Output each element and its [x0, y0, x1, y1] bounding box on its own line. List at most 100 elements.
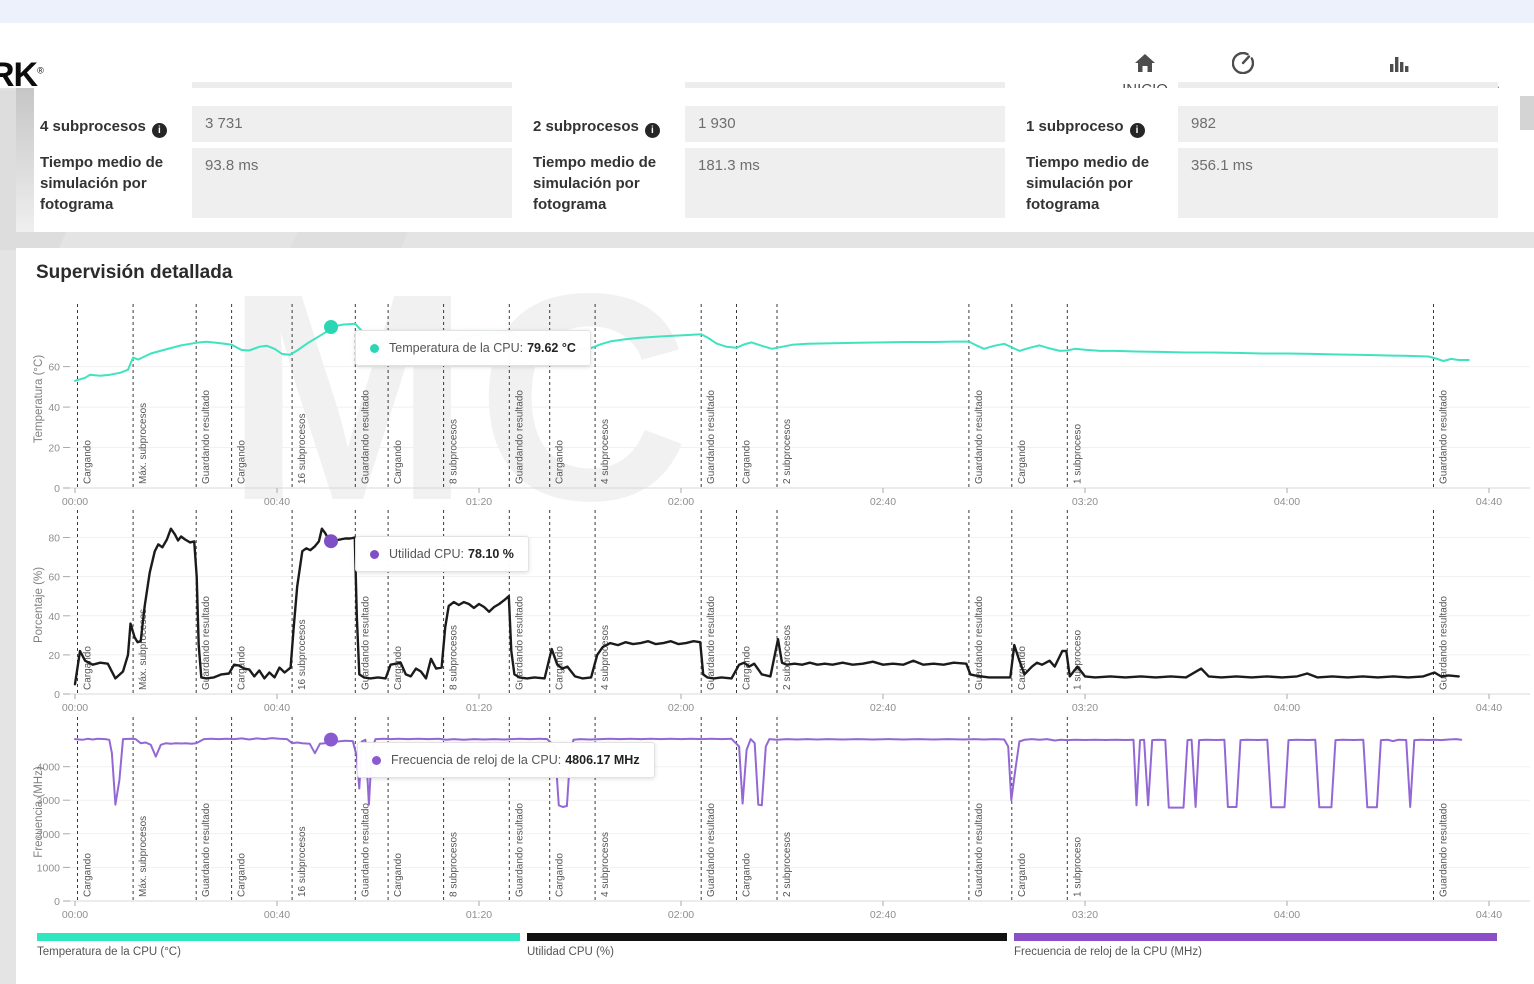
svg-text:Guardando resultado: Guardando resultado — [201, 596, 212, 690]
svg-text:2 subprocesos: 2 subprocesos — [782, 832, 793, 897]
registered-mark: ® — [37, 65, 44, 76]
svg-text:04:40: 04:40 — [1476, 702, 1502, 713]
temperature-chart[interactable]: 0 20 40 60 00:00 00:40 01:20 02:00 02:40 03:20 04:… — [30, 302, 1534, 507]
svg-text:04:40: 04:40 — [1476, 496, 1502, 507]
stat-threads-label-1: 1 subproceso i — [1026, 116, 1145, 138]
cutoff-box-strip — [192, 82, 512, 88]
svg-text:Cargando: Cargando — [237, 853, 248, 897]
svg-text:Cargando: Cargando — [742, 440, 753, 484]
utilization-tooltip: Utilidad CPU: 78.10 % — [355, 536, 529, 572]
svg-text:01:20: 01:20 — [466, 909, 492, 920]
svg-text:00:40: 00:40 — [264, 496, 290, 507]
svg-text:80: 80 — [48, 533, 60, 545]
svg-text:Cargando: Cargando — [555, 853, 566, 897]
frequency-tooltip: Frecuencia de reloj de la CPU: 4806.17 MH… — [357, 742, 655, 778]
score-value-1-thread: 982 — [1178, 106, 1498, 142]
svg-text:Máx. subprocesos: Máx. subprocesos — [138, 403, 149, 484]
svg-text:40: 40 — [48, 611, 60, 623]
svg-text:Guardando resultado: Guardando resultado — [974, 803, 985, 897]
svg-text:0: 0 — [54, 896, 60, 908]
time-value-2-threads: 181.3 ms — [685, 148, 1005, 218]
svg-text:Cargando: Cargando — [393, 853, 404, 897]
svg-text:Guardando resultado: Guardando resultado — [706, 390, 717, 484]
svg-text:Guardando resultado: Guardando resultado — [1439, 390, 1450, 484]
svg-text:8 subprocesos: 8 subprocesos — [449, 419, 460, 484]
svg-text:02:40: 02:40 — [870, 496, 896, 507]
legend-item-frequency[interactable]: Frecuencia de reloj de la CPU (MHz) — [1014, 933, 1497, 958]
svg-text:04:40: 04:40 — [1476, 909, 1502, 920]
svg-text:1 subproceso: 1 subproceso — [1072, 837, 1083, 897]
svg-text:20: 20 — [48, 443, 60, 455]
svg-text:Guardando resultado: Guardando resultado — [974, 390, 985, 484]
svg-text:Cargando: Cargando — [742, 853, 753, 897]
svg-text:Guardando resultado: Guardando resultado — [201, 390, 212, 484]
svg-text:Máx. subprocesos: Máx. subprocesos — [138, 816, 149, 897]
svg-text:Cargando: Cargando — [393, 646, 404, 690]
legend-color-bar — [527, 933, 1007, 941]
svg-text:8 subprocesos: 8 subprocesos — [449, 832, 460, 897]
svg-text:Cargando: Cargando — [237, 440, 248, 484]
svg-text:02:40: 02:40 — [870, 702, 896, 713]
legend-item-utilization[interactable]: Utilidad CPU (%) — [527, 933, 1007, 958]
svg-text:2000: 2000 — [37, 829, 61, 841]
svg-text:Cargando: Cargando — [393, 440, 404, 484]
svg-text:Guardando resultado: Guardando resultado — [974, 596, 985, 690]
svg-text:Guardando resultado: Guardando resultado — [360, 803, 371, 897]
temperature-tooltip: Temperatura de la CPU: 79.62 °C — [355, 330, 591, 366]
stat-time-label: Tiempo medio de simulación por fotograma — [40, 154, 164, 213]
svg-text:Cargando: Cargando — [83, 646, 94, 690]
stat-threads-label-4: 4 subprocesos i — [40, 116, 167, 138]
svg-text:Guardando resultado: Guardando resultado — [514, 390, 525, 484]
svg-text:4 subprocesos: 4 subprocesos — [600, 625, 611, 690]
svg-text:1 subproceso: 1 subproceso — [1072, 424, 1083, 484]
svg-text:Guardando resultado: Guardando resultado — [514, 803, 525, 897]
svg-text:60: 60 — [48, 362, 60, 374]
svg-text:00:00: 00:00 — [62, 909, 88, 920]
svg-text:02:00: 02:00 — [668, 702, 694, 713]
svg-text:0: 0 — [54, 483, 60, 495]
svg-text:Guardando resultado: Guardando resultado — [706, 803, 717, 897]
svg-text:16 subprocesos: 16 subprocesos — [297, 619, 308, 690]
tooltip-dot-icon — [370, 343, 379, 353]
app-logo[interactable]: RK® — [0, 56, 44, 94]
svg-text:16 subprocesos: 16 subprocesos — [297, 413, 308, 484]
svg-text:Temperatura (°C): Temperatura (°C) — [33, 355, 45, 443]
info-icon[interactable]: i — [1129, 123, 1145, 138]
legend-item-temperature[interactable]: Temperatura de la CPU (°C) — [37, 933, 520, 958]
svg-text:Cargando: Cargando — [555, 440, 566, 484]
cpu-frequency-chart[interactable]: 0 1000 2000 3000 4000 00:00 00:40 01:20 02:00 02:… — [30, 715, 1534, 920]
svg-text:00:40: 00:40 — [264, 702, 290, 713]
svg-text:01:20: 01:20 — [466, 496, 492, 507]
svg-text:8 subprocesos: 8 subprocesos — [449, 625, 460, 690]
svg-text:Cargando: Cargando — [1017, 440, 1028, 484]
svg-text:02:00: 02:00 — [668, 496, 694, 507]
stat-threads-label-2: 2 subprocesos i — [533, 116, 660, 138]
svg-text:Cargando: Cargando — [83, 440, 94, 484]
svg-text:Guardando resultado: Guardando resultado — [1439, 803, 1450, 897]
svg-text:03:20: 03:20 — [1072, 496, 1098, 507]
svg-text:2 subprocesos: 2 subprocesos — [782, 419, 793, 484]
svg-text:Cargando: Cargando — [83, 853, 94, 897]
svg-text:16 subprocesos: 16 subprocesos — [297, 826, 308, 897]
bar-chart-icon — [1317, 51, 1480, 75]
svg-text:20: 20 — [48, 650, 60, 662]
browser-top-strip — [0, 0, 1534, 23]
svg-text:Porcentaje (%): Porcentaje (%) — [33, 567, 45, 643]
svg-text:Guardando resultado: Guardando resultado — [514, 596, 525, 690]
gauge-icon — [1192, 51, 1294, 75]
svg-text:00:40: 00:40 — [264, 909, 290, 920]
cpu-utilization-chart[interactable]: 0 20 40 60 80 00:00 00:40 01:20 02:00 02:40 03:20 0… — [30, 508, 1534, 713]
svg-text:4 subprocesos: 4 subprocesos — [600, 419, 611, 484]
svg-text:Cargando: Cargando — [1017, 853, 1028, 897]
svg-text:2 subprocesos: 2 subprocesos — [782, 625, 793, 690]
svg-text:Frecuencia (MHz): Frecuencia (MHz) — [33, 766, 45, 858]
svg-text:40: 40 — [48, 402, 60, 414]
svg-text:1000: 1000 — [37, 862, 61, 874]
info-icon[interactable]: i — [151, 123, 167, 138]
legend-color-bar — [37, 933, 520, 941]
info-icon[interactable]: i — [644, 123, 660, 138]
svg-text:Guardando resultado: Guardando resultado — [201, 803, 212, 897]
stat-time-label: Tiempo medio de simulación por fotograma — [533, 154, 657, 213]
svg-text:Máx. subprocesos: Máx. subprocesos — [138, 609, 149, 690]
